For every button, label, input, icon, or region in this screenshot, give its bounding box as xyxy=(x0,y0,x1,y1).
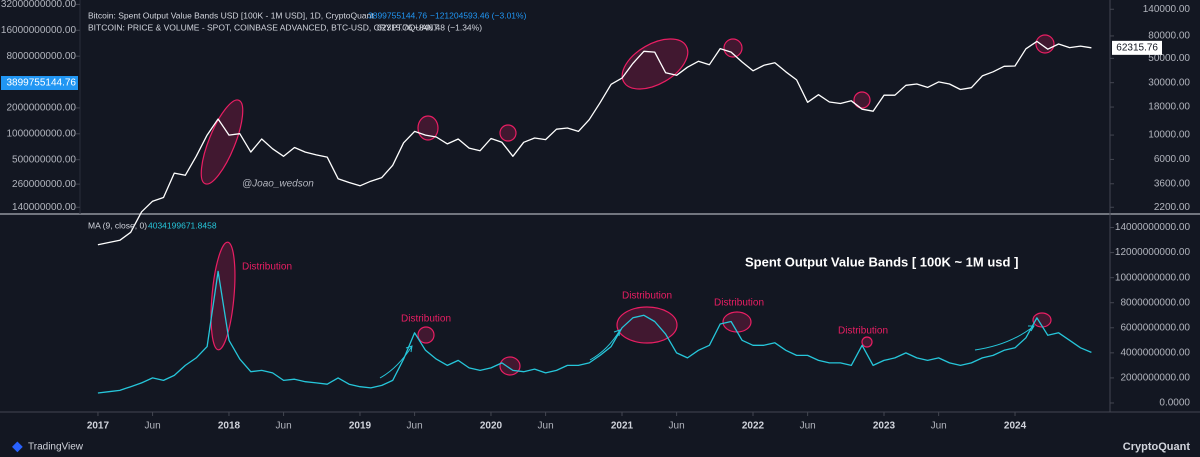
right-tick-label: 30000.00 xyxy=(1148,77,1190,88)
left-tick-label: 140000000.00 xyxy=(12,202,76,213)
subtitle: Spent Output Value Bands [ 100K ~ 1M usd… xyxy=(745,254,1018,269)
legend-value: 4034199671.8458 xyxy=(148,220,217,230)
legend-change: −121204593.46 (−3.01%) xyxy=(430,10,527,20)
right-tick-label: 80000.00 xyxy=(1148,31,1190,42)
line-series xyxy=(97,270,1092,394)
highlight xyxy=(723,38,743,58)
x-tick-label: Jun xyxy=(407,421,423,432)
highlight xyxy=(499,356,521,376)
x-tick-label: Jun xyxy=(669,421,685,432)
left-tick-label: 2000000000.00 xyxy=(6,103,76,114)
x-tick-label: Jun xyxy=(276,421,292,432)
right-tick-label: 140000.00 xyxy=(1143,4,1191,15)
right-tick-label: 3600.00 xyxy=(1154,178,1191,189)
right-tick-label: 18000.00 xyxy=(1148,102,1190,113)
right-tick-label: 10000000000.00 xyxy=(1115,272,1191,283)
x-tick-label: 2017 xyxy=(87,421,110,432)
right-tick-label: 10000.00 xyxy=(1148,130,1190,141)
x-tick-label: Jun xyxy=(931,421,947,432)
footer-left: TradingView xyxy=(28,442,84,453)
right-tick-label: 50000.00 xyxy=(1148,53,1190,64)
right-tick-label: 6000000000.00 xyxy=(1120,322,1190,333)
annotation: Distribution xyxy=(242,262,292,273)
footer-right: CryptoQuant xyxy=(1123,441,1191,453)
annotation: Distribution xyxy=(401,314,451,325)
last-value-label: 3899755144.76 xyxy=(6,78,76,89)
legend-series: BITCOIN: PRICE & VOLUME - SPOT, COINBASE… xyxy=(88,22,438,32)
tv-logo: ◆ xyxy=(12,438,23,454)
x-tick-label: 2021 xyxy=(611,421,634,432)
x-tick-label: 2018 xyxy=(218,421,241,432)
highlight xyxy=(616,306,678,344)
x-tick-label: 2020 xyxy=(480,421,503,432)
x-tick-label: 2024 xyxy=(1004,421,1027,432)
right-tick-label: 4000000000.00 xyxy=(1120,347,1190,358)
legend-series-change: −846.48 (−1.34%) xyxy=(414,22,482,32)
x-tick-label: 2023 xyxy=(873,421,896,432)
highlight xyxy=(1035,34,1055,54)
annotation: Distribution xyxy=(622,291,672,302)
right-tick-label: 2000000000.00 xyxy=(1120,373,1190,384)
legend-series: MA (9, close, 0) xyxy=(88,220,147,230)
right-tick-label: 6000.00 xyxy=(1154,154,1191,165)
highlight xyxy=(200,99,244,185)
highlight xyxy=(861,336,873,348)
x-tick-label: Jun xyxy=(538,421,554,432)
highlight xyxy=(499,124,517,142)
last-value-badge xyxy=(1,76,78,91)
legend-series-value: 62315.76 xyxy=(377,22,413,32)
x-tick-label: Jun xyxy=(800,421,816,432)
price-badge xyxy=(1112,40,1162,55)
left-tick-label: 260000000.00 xyxy=(12,179,76,190)
left-tick-label: 500000000.00 xyxy=(12,154,76,165)
legend-title: Bitcoin: Spent Output Value Bands USD [1… xyxy=(88,10,374,20)
left-tick-label: 1000000000.00 xyxy=(6,128,76,139)
arrows xyxy=(379,325,1035,379)
right-tick-label: 2200.00 xyxy=(1154,202,1191,213)
watermark-annotation: @Joao_wedson xyxy=(242,179,314,190)
footer xyxy=(0,437,1200,457)
annotation: Distribution xyxy=(838,326,888,337)
right-tick-label: 14000000000.00 xyxy=(1115,222,1191,233)
right-tick-label: 0.0000 xyxy=(1159,398,1190,409)
left-tick-label: 32000000000.00 xyxy=(1,0,77,10)
right-tick-label: 12000000000.00 xyxy=(1115,247,1191,258)
annotation: Distribution xyxy=(714,298,764,309)
legend-value: 3899755144.76 xyxy=(368,10,427,20)
arrow xyxy=(974,325,1035,351)
left-tick-label: 8000000000.00 xyxy=(6,51,76,62)
x-tick-label: 2022 xyxy=(742,421,765,432)
line-series xyxy=(97,40,1092,246)
highlight xyxy=(210,241,236,351)
highlight xyxy=(853,91,871,109)
price-label: 62315.76 xyxy=(1116,42,1158,53)
x-tick-label: Jun xyxy=(145,421,161,432)
left-tick-label: 16000000000.00 xyxy=(1,25,77,36)
highlight xyxy=(417,326,435,344)
highlight xyxy=(621,38,689,90)
highlight-ellipses xyxy=(200,34,1055,376)
right-tick-label: 8000000000.00 xyxy=(1120,297,1190,308)
x-tick-label: 2019 xyxy=(349,421,372,432)
